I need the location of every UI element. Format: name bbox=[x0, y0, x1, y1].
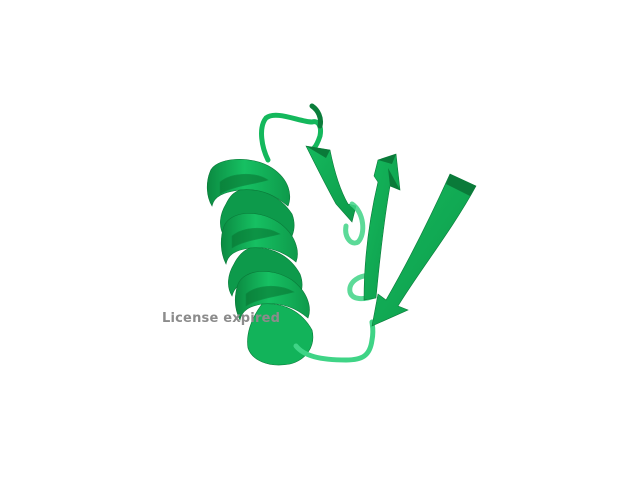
loop-top-tip bbox=[309, 103, 323, 129]
license-watermark: License expired bbox=[162, 311, 281, 326]
loop-top bbox=[259, 112, 323, 163]
alpha-helix bbox=[206, 158, 314, 366]
beta-strand-2 bbox=[363, 153, 401, 301]
loop-bottom bbox=[293, 319, 376, 363]
beta-strand-1 bbox=[305, 145, 357, 223]
hairpin-1 bbox=[343, 201, 366, 246]
beta-strand-3 bbox=[371, 173, 477, 327]
